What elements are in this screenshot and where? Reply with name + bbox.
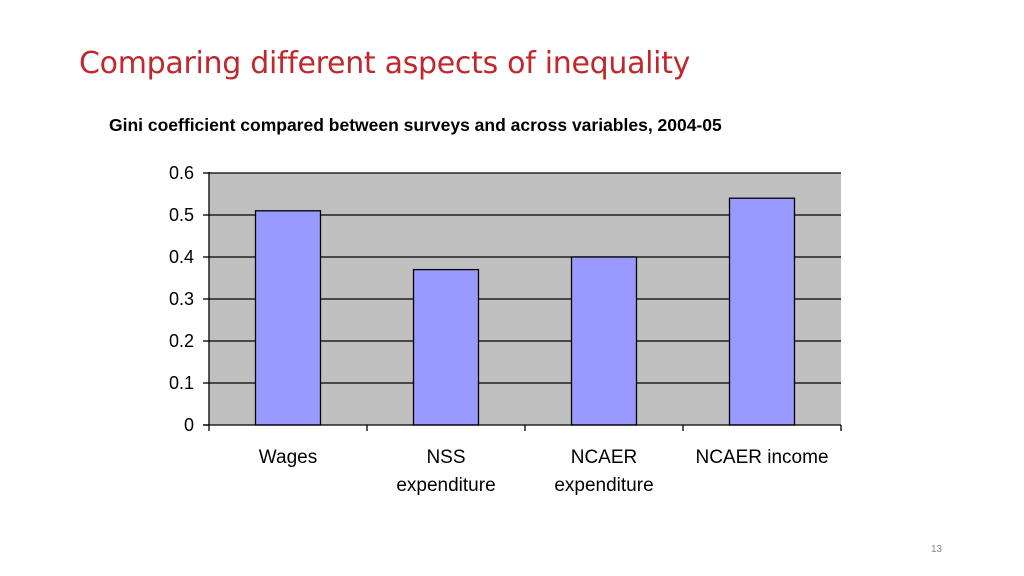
chart-title: Gini coefficient compared between survey… (109, 115, 722, 135)
y-tick-label: 0.6 (169, 163, 194, 183)
y-tick-label: 0.5 (169, 205, 194, 225)
y-tick-label: 0 (184, 415, 194, 435)
x-tick-label: expenditure (554, 475, 653, 496)
slide-title: Comparing different aspects of inequalit… (79, 46, 691, 81)
bar (412, 268, 480, 426)
x-tick-label: expenditure (396, 475, 495, 496)
bar (254, 210, 322, 426)
x-tick-label: NCAER income (695, 447, 828, 468)
page-number: 13 (931, 544, 943, 555)
x-tick-label: Wages (259, 447, 317, 468)
x-tick-label: NSS (426, 447, 465, 468)
x-tick-label: NCAER (571, 447, 638, 468)
y-tick-label: 0.2 (169, 331, 194, 351)
y-tick-label: 0.3 (169, 289, 194, 309)
y-tick-label: 0.4 (169, 247, 194, 267)
y-tick-label: 0.1 (169, 373, 194, 393)
bar (728, 197, 796, 426)
bar (570, 256, 638, 426)
